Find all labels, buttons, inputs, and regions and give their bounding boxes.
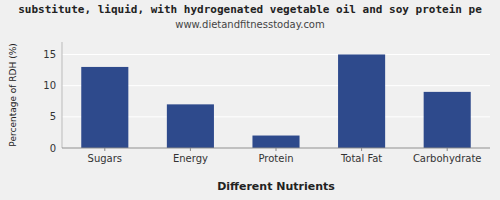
x-tick-label: Sugars	[88, 153, 122, 164]
grid	[62, 54, 490, 148]
x-tick	[276, 148, 277, 151]
x-tick	[190, 148, 191, 151]
y-tick-label: 10	[43, 80, 56, 91]
x-tick-label: Carbohydrate	[413, 153, 482, 164]
y-tick-label: 0	[50, 143, 56, 154]
subtitle: www.dietandfitnesstoday.com	[175, 19, 324, 30]
x-tick	[361, 148, 362, 151]
bar	[167, 104, 214, 148]
x-tick	[104, 148, 105, 151]
y-axis-line	[62, 42, 63, 148]
bar	[252, 136, 299, 148]
bars	[81, 54, 470, 148]
y-axis-label: Percentage of RDH (%)	[8, 43, 18, 146]
x-tick-label: Protein	[258, 153, 293, 164]
x-axis-label: Different Nutrients	[217, 180, 335, 193]
x-tick-label: Energy	[173, 153, 208, 164]
chart: substitute, liquid, with hydrogenated ve…	[0, 0, 500, 200]
x-tick	[447, 148, 448, 151]
y-tick-label: 5	[50, 111, 56, 122]
bar	[81, 67, 128, 148]
bar	[424, 92, 471, 148]
background	[0, 0, 500, 200]
bar	[338, 54, 385, 148]
title: substitute, liquid, with hydrogenated ve…	[18, 3, 482, 16]
grid-line	[62, 54, 490, 55]
x-tick-label: Total Fat	[340, 153, 382, 164]
y-tick-label: 15	[43, 49, 56, 60]
